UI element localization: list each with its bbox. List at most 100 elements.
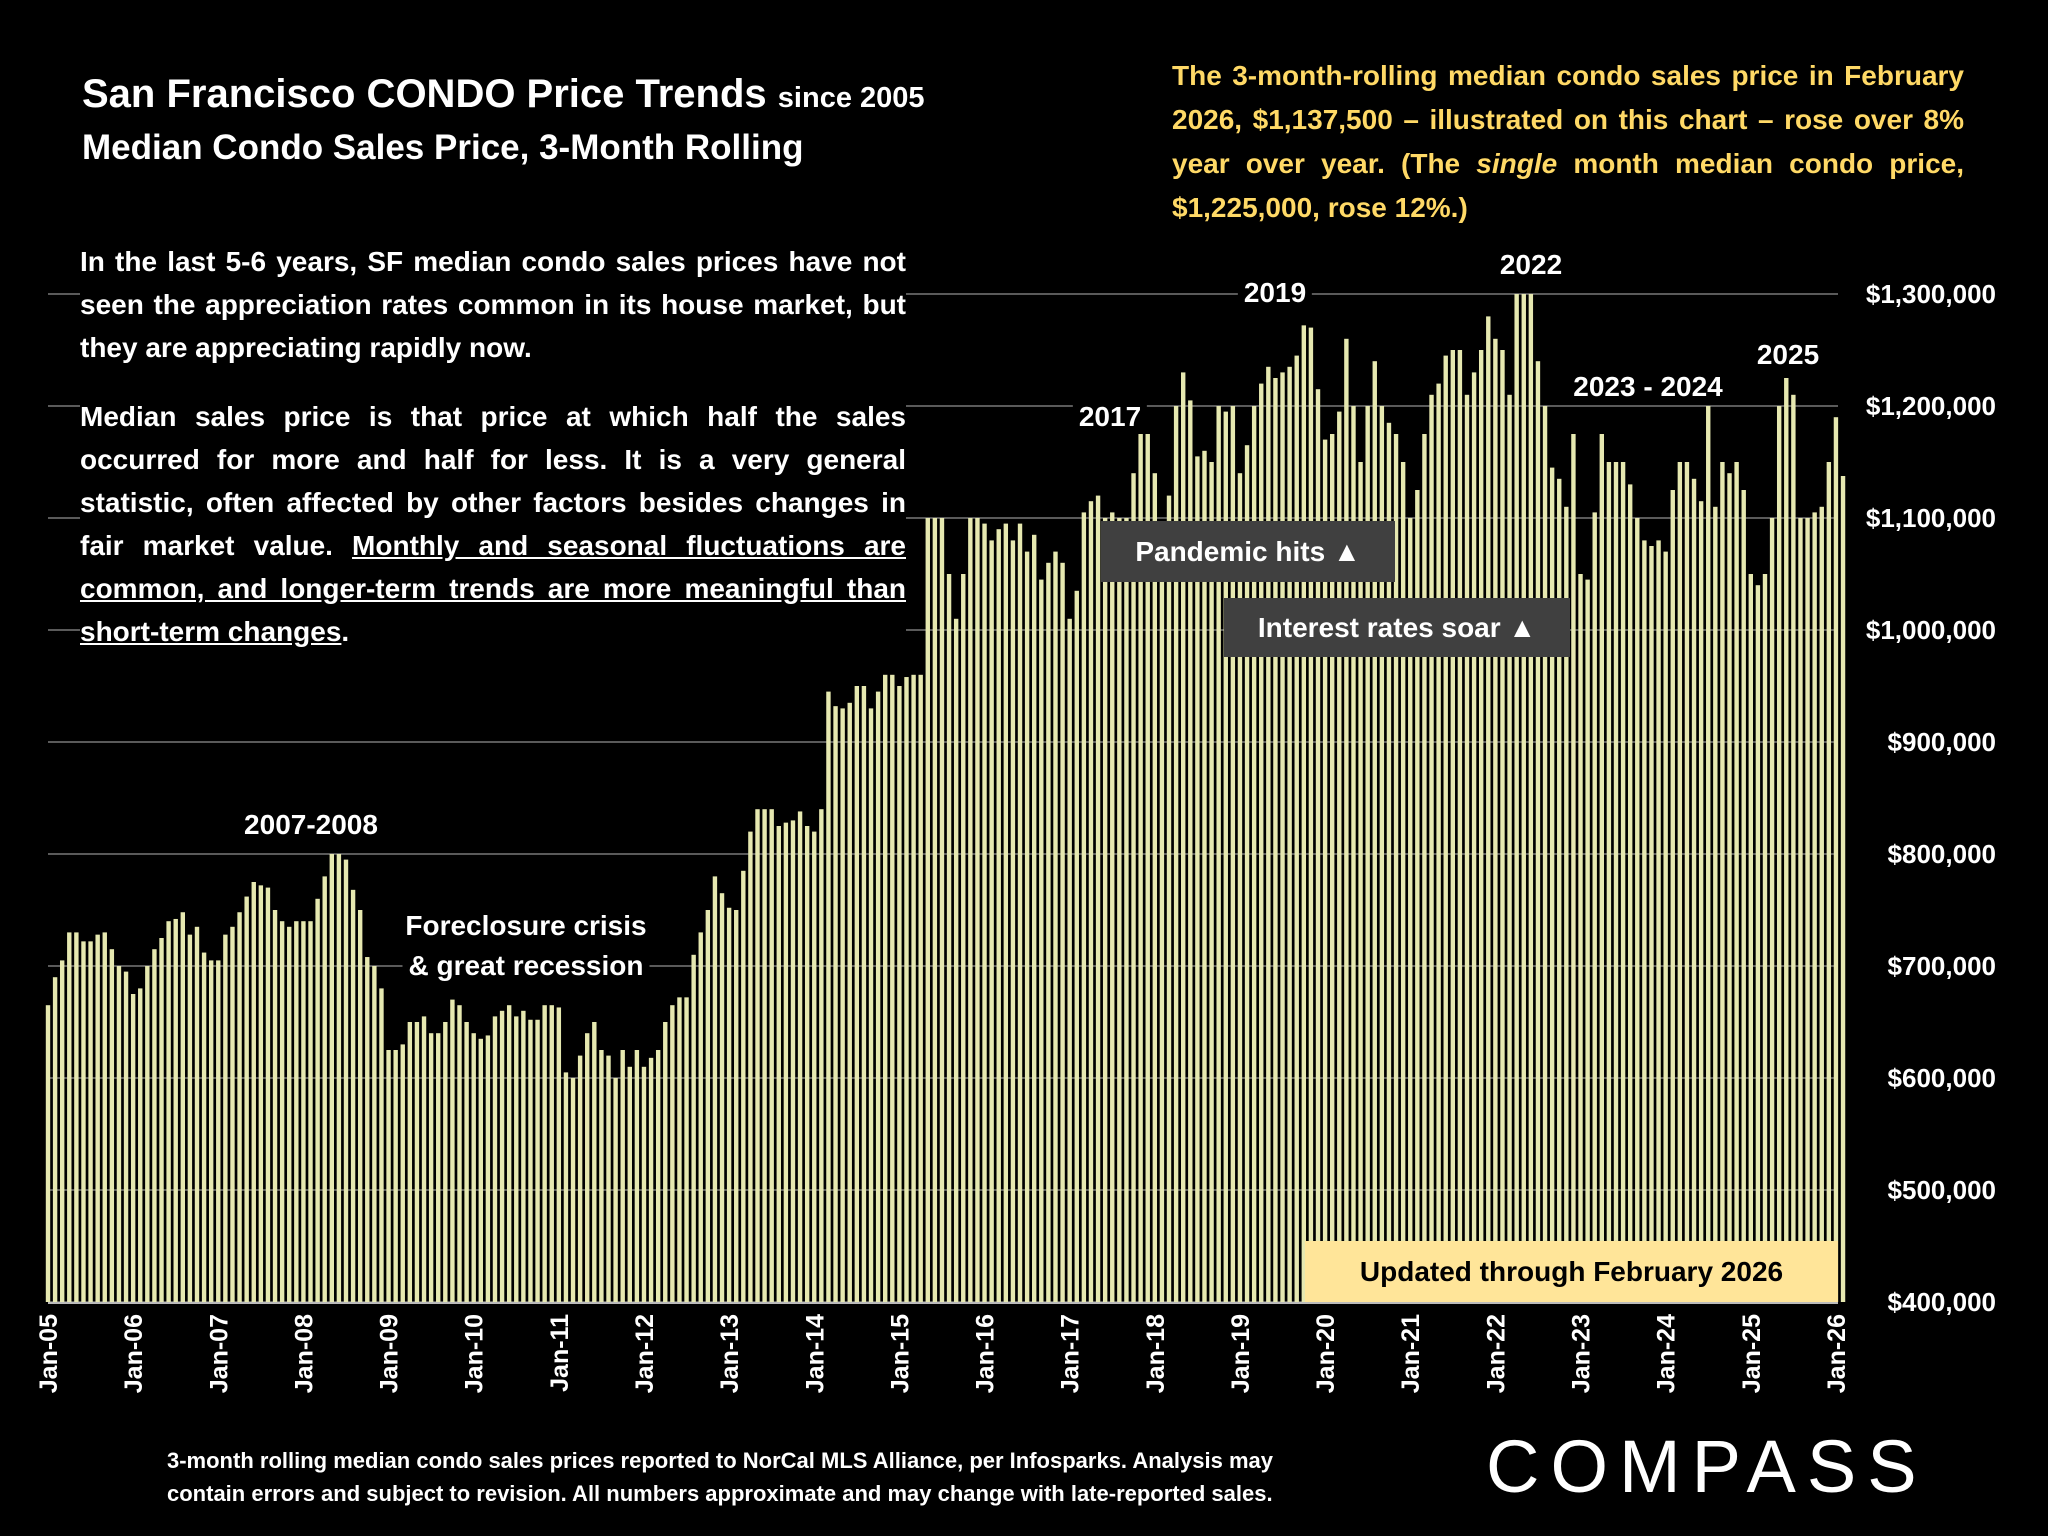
bar	[1706, 406, 1711, 1302]
annotation: 2022	[1493, 249, 1569, 281]
bar	[95, 934, 100, 1302]
callout: Interest rates soar ▲	[1224, 598, 1570, 657]
bar	[655, 1050, 661, 1302]
bar	[1471, 372, 1477, 1302]
bar	[1237, 473, 1243, 1302]
bar	[1450, 350, 1456, 1302]
x-tick-label: Jan-22	[1482, 1314, 1510, 1393]
x-tick-label: Jan-08	[290, 1314, 318, 1393]
bar	[1216, 406, 1221, 1302]
bar	[315, 898, 320, 1302]
x-tick-label: Jan-06	[120, 1314, 148, 1393]
bar	[1393, 434, 1399, 1302]
x-tick-label: Jan-05	[35, 1314, 63, 1393]
bar	[421, 1016, 427, 1302]
annotation: 2023 - 2024	[1567, 371, 1729, 403]
bar	[1365, 406, 1370, 1302]
bar	[308, 921, 313, 1302]
bar	[563, 1072, 569, 1302]
y-tick-label: $500,000	[1888, 1175, 1996, 1205]
paragraph-text: In the last 5-6 years, SF median condo s…	[80, 246, 906, 363]
bar	[1798, 518, 1803, 1302]
y-tick-label: $800,000	[1888, 839, 1996, 869]
bar	[868, 708, 874, 1302]
x-tick-label: Jan-16	[972, 1314, 1000, 1393]
bar	[1755, 585, 1761, 1302]
y-tick-label: $1,100,000	[1866, 503, 1996, 533]
bar	[116, 966, 122, 1302]
bar	[1053, 551, 1058, 1302]
x-tick-label: Jan-15	[886, 1314, 914, 1393]
bar	[1677, 462, 1683, 1302]
bar	[1507, 394, 1512, 1302]
bar	[939, 518, 945, 1302]
bar	[549, 1005, 554, 1302]
callout: Pandemic hits ▲	[1101, 521, 1395, 582]
bar	[1117, 518, 1122, 1302]
bar	[464, 1022, 469, 1302]
bar	[925, 518, 930, 1302]
bar	[1230, 406, 1236, 1302]
bar	[1649, 546, 1654, 1302]
bar	[1436, 383, 1441, 1303]
bar	[755, 809, 760, 1302]
bar	[684, 997, 689, 1302]
note-emphasis: single	[1476, 148, 1558, 179]
bar	[258, 885, 264, 1302]
bar	[812, 831, 817, 1302]
bar	[968, 518, 973, 1302]
bar	[1819, 506, 1824, 1302]
x-tick-label: Jan-14	[801, 1314, 829, 1393]
bar	[875, 691, 881, 1302]
bar	[599, 1050, 604, 1302]
x-tick-label: Jan-20	[1312, 1314, 1340, 1393]
x-tick-label: Jan-10	[461, 1314, 489, 1393]
paragraph: Median sales price is that price at whic…	[80, 395, 906, 653]
bar	[1315, 389, 1321, 1302]
bar	[1606, 462, 1612, 1302]
bar	[953, 618, 959, 1302]
bar	[1613, 462, 1619, 1302]
bar	[606, 1055, 611, 1302]
bar	[1400, 462, 1406, 1302]
bar	[1627, 484, 1633, 1302]
bar	[237, 912, 242, 1302]
bar	[1486, 316, 1491, 1302]
bar	[1202, 450, 1207, 1302]
bar	[1046, 562, 1051, 1302]
bar	[1032, 534, 1037, 1302]
bar	[1776, 406, 1782, 1302]
bar	[1727, 473, 1732, 1302]
bar	[1464, 394, 1470, 1302]
bar	[804, 826, 810, 1302]
bar	[1266, 366, 1271, 1302]
bar	[705, 910, 711, 1302]
annotation: 2019	[1237, 277, 1313, 309]
bar	[1188, 400, 1193, 1302]
bar	[1124, 518, 1129, 1302]
x-tick-label: Jan-18	[1142, 1314, 1170, 1393]
bar	[272, 910, 278, 1302]
bar	[173, 918, 178, 1302]
bar	[386, 1050, 391, 1302]
bar	[1762, 574, 1768, 1302]
bar	[1443, 355, 1448, 1303]
paragraph-text: Median sales price is that price at whic…	[80, 401, 906, 561]
bar	[1557, 478, 1562, 1302]
bar	[1656, 540, 1661, 1302]
bar	[1521, 294, 1526, 1302]
bar	[1358, 462, 1363, 1302]
bar	[1684, 462, 1690, 1302]
bar	[535, 1019, 540, 1302]
bar	[904, 677, 909, 1302]
bar	[883, 674, 888, 1302]
bar	[1010, 540, 1016, 1302]
x-tick-label: Jan-11	[546, 1314, 574, 1392]
bar	[1024, 551, 1030, 1302]
bar	[59, 960, 65, 1302]
bar	[556, 1007, 562, 1302]
bar	[216, 960, 221, 1302]
bar	[854, 686, 860, 1302]
bar	[521, 1010, 526, 1302]
